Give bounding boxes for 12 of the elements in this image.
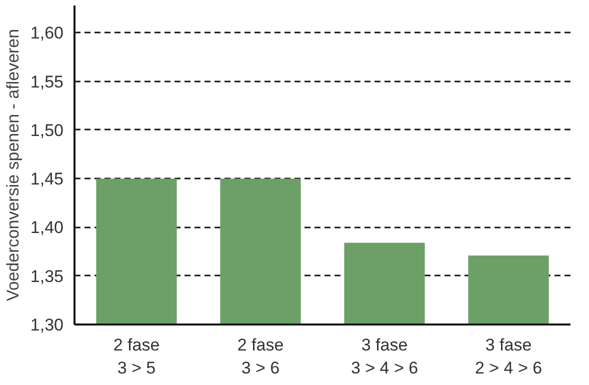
y-tick-label: 1,30 — [30, 316, 64, 334]
y-tick-label: 1,60 — [30, 24, 64, 43]
x-tick-label: 3 fase 2 > 4 > 6 — [474, 336, 542, 378]
x-tick-label: 2 fase 3 > 6 — [237, 336, 284, 378]
x-tick-label: 3 fase 3 > 4 > 6 — [350, 336, 418, 378]
y-tick-label: 1,50 — [30, 120, 64, 140]
x-tick-label: 2 fase 3 > 5 — [113, 336, 160, 378]
y-axis-title: Voederconversie spenen - afleveren — [3, 28, 22, 302]
y-tick-label: 1,55 — [30, 72, 64, 92]
y-tick-label: 1,45 — [30, 170, 64, 189]
y-tick-label: 1,40 — [30, 218, 64, 238]
y-tick-label: 1,35 — [30, 266, 64, 286]
